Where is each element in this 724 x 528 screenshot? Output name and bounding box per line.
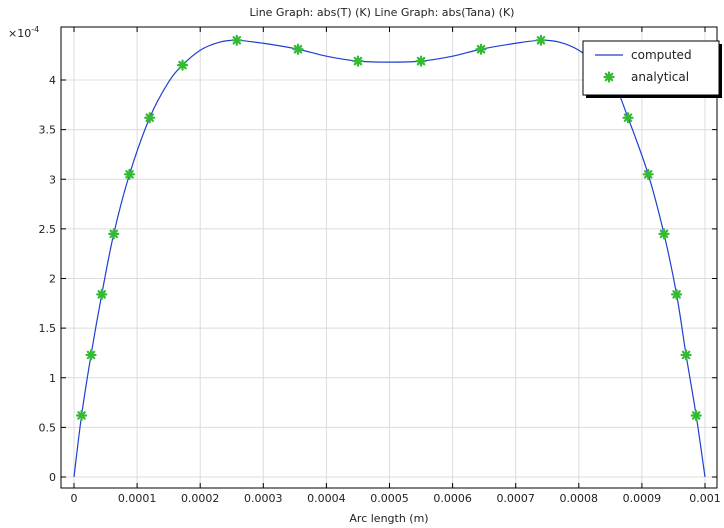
series-layer — [73, 34, 706, 478]
y-tick-label: 2.5 — [39, 223, 57, 236]
x-tick-label: 0 — [71, 492, 78, 505]
x-tick-label: 0.0004 — [307, 492, 346, 505]
marker-stroke — [643, 170, 653, 179]
analytical-point — [352, 55, 364, 67]
marker-stroke — [476, 44, 486, 54]
marker-stroke — [86, 350, 96, 360]
series-computed-line — [73, 39, 706, 478]
legend: computed analytical — [582, 40, 722, 98]
analytical-point — [658, 228, 670, 240]
x-tick-label: 0.0006 — [433, 492, 472, 505]
x-tick-label: 0.0007 — [496, 492, 535, 505]
legend-computed-label: computed — [631, 48, 692, 62]
x-tick-label: 0.001 — [689, 492, 721, 505]
analytical-point — [176, 59, 189, 71]
analytical-point — [123, 168, 136, 180]
analytical-point — [96, 288, 108, 300]
y-tick-label: 3.5 — [39, 124, 57, 137]
marker-stroke — [145, 113, 155, 122]
legend-analytical-label: analytical — [631, 70, 689, 84]
analytical-point — [671, 288, 683, 300]
x-tick-label: 0.0001 — [118, 492, 157, 505]
y-tick-label: 0.5 — [39, 421, 57, 434]
y-tick-label: 0 — [49, 471, 56, 484]
y-tick-label: 4 — [49, 74, 56, 87]
marker-stroke — [659, 229, 669, 239]
analytical-point — [292, 43, 304, 55]
y-multiplier: ×10-4 — [8, 25, 39, 40]
marker-stroke — [691, 411, 701, 420]
ticks: 0 0.0001 0.0002 0.0003 0.0004 0.0005 0.0006 0.0… — [39, 27, 721, 505]
y-tick-label: 3 — [49, 173, 56, 186]
marker-stroke — [681, 350, 691, 360]
legend-analytical-marker — [603, 71, 615, 83]
analytical-point — [85, 349, 97, 361]
marker-stroke — [536, 36, 546, 45]
marker-stroke — [672, 290, 681, 299]
x-tick-label: 0.0003 — [244, 492, 283, 505]
x-tick-label: 0.0008 — [560, 492, 599, 505]
marker-stroke — [604, 72, 614, 82]
analytical-point — [680, 349, 692, 361]
y-tick-label: 1 — [49, 372, 56, 385]
analytical-point — [231, 34, 243, 46]
chart-title: Line Graph: abs(T) (K) Line Graph: abs(T… — [250, 6, 515, 19]
marker-stroke — [623, 113, 633, 122]
analytical-point — [690, 409, 702, 422]
analytical-point — [622, 112, 634, 124]
analytical-point — [475, 43, 487, 55]
x-tick-label: 0.0002 — [181, 492, 220, 505]
marker-stroke — [77, 411, 86, 420]
analytical-point — [144, 112, 156, 124]
analytical-point — [642, 168, 654, 180]
analytical-point — [108, 228, 120, 240]
marker-stroke — [178, 60, 187, 70]
marker-stroke — [232, 36, 242, 45]
marker-stroke — [125, 170, 134, 179]
legend-box — [582, 40, 720, 96]
x-tick-label: 0.0005 — [370, 492, 409, 505]
y-tick-label: 1.5 — [39, 322, 57, 335]
analytical-point — [75, 409, 88, 422]
legend-star — [603, 71, 615, 83]
marker-stroke — [109, 229, 119, 239]
analytical-point — [535, 34, 547, 46]
analytical-point — [415, 55, 427, 67]
marker-stroke — [97, 290, 107, 299]
x-tick-label: 0.0009 — [623, 492, 662, 505]
marker-stroke — [353, 56, 363, 66]
marker-stroke — [416, 56, 426, 66]
marker-stroke — [293, 44, 303, 54]
x-axis-label: Arc length (m) — [349, 512, 428, 525]
y-tick-label: 2 — [49, 273, 56, 286]
